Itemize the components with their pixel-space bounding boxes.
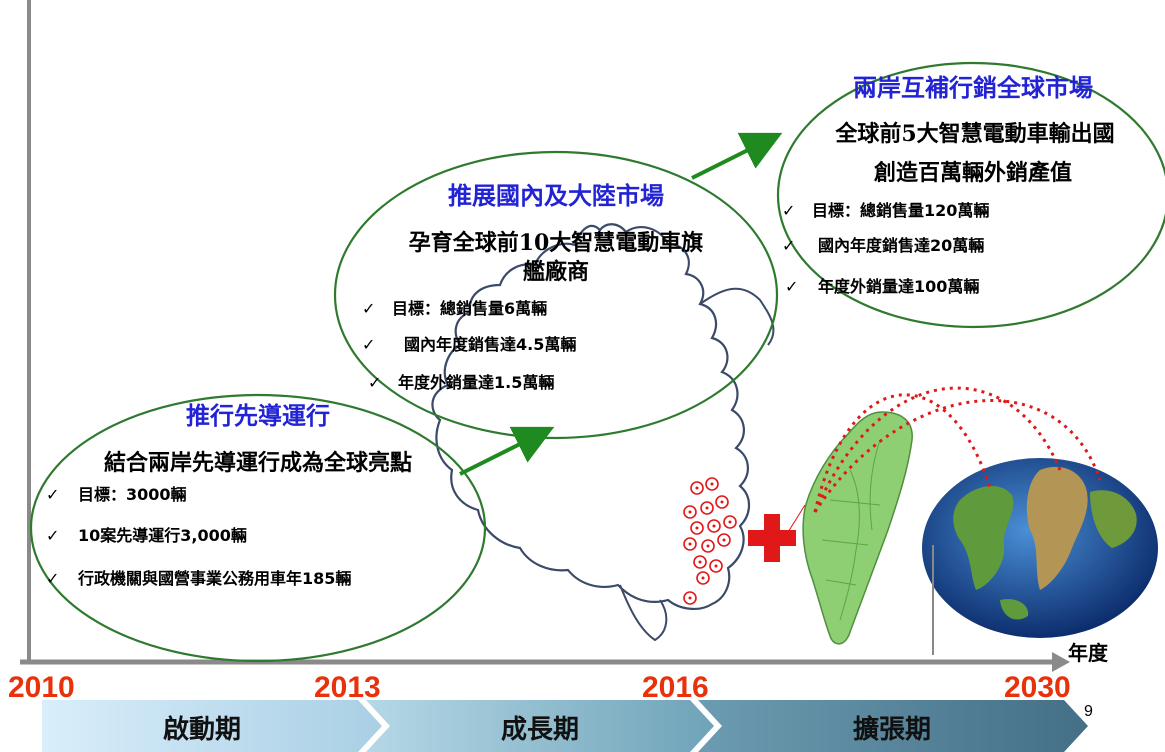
phase-band-3: [698, 700, 1088, 752]
stage-3-subtitle-line1: 全球前5大智慧電動車輸出國: [834, 121, 1114, 147]
stage-2-ellipse: [333, 150, 779, 440]
year-2030: 2030: [1004, 671, 1071, 704]
china-map-outline: [431, 223, 775, 642]
phase-band-1: [42, 700, 382, 752]
red-cross-icon: [748, 514, 796, 562]
check-mark: ✓: [362, 335, 375, 354]
year-2016: 2016: [642, 671, 709, 704]
stage-2-subtitle-line1: 孕育全球前10大智慧電動車旗: [409, 230, 704, 256]
stage-1-subtitle: 結合兩岸先導運行成為全球亮點: [104, 450, 412, 476]
stage-1-item: 目標：3000輛: [78, 485, 187, 504]
stage-2-item: 國內年度銷售達4.5萬輛: [404, 335, 576, 354]
phase-label-startup: 啟動期: [163, 715, 241, 745]
stage-2-to-3-arrow: [691, 132, 783, 180]
stage-1-ellipse: [29, 393, 487, 663]
stage-3-item: 國內年度銷售達20萬輛: [818, 236, 984, 255]
phase-bands: [42, 700, 1088, 752]
check-mark: ✓: [782, 236, 795, 255]
stage-2-item: 年度外銷量達1.5萬輛: [398, 373, 554, 392]
phase-band-2: [366, 700, 714, 752]
stage-2-title: 推展國內及大陸市場: [448, 181, 664, 210]
year-2010: 2010: [8, 671, 75, 704]
stage-3-item: 年度外銷量達100萬輛: [818, 277, 979, 296]
stage-1-item: 行政機關與國營事業公務用車年185輛: [77, 569, 351, 588]
stage-3-title: 兩岸互補行銷全球市場: [853, 73, 1093, 102]
check-mark: ✓: [362, 299, 375, 318]
check-mark: ✓: [46, 485, 59, 504]
stage-3-subtitle-line2: 創造百萬輛外銷產值: [874, 160, 1072, 186]
stage-3-ellipse: [776, 61, 1165, 329]
stage-1-to-2-arrow: [459, 426, 555, 476]
axis-arrow-head: [1052, 652, 1070, 672]
export-route-arcs: [813, 386, 1102, 513]
page-number: 9: [1084, 703, 1093, 720]
check-mark: ✓: [46, 569, 59, 588]
stage-3-item: 目標：總銷售量120萬輛: [812, 201, 989, 220]
stage-1-title: 推行先導運行: [186, 401, 330, 430]
axis-label: 年度: [1068, 641, 1109, 665]
check-mark: ✓: [368, 373, 381, 392]
check-mark: ✓: [782, 201, 795, 220]
taiwan-map: [779, 411, 913, 645]
globe-icon: [922, 458, 1158, 655]
year-2013: 2013: [314, 671, 381, 704]
stage-2-subtitle-line2: 艦廠商: [523, 259, 589, 285]
check-mark: ✓: [46, 526, 59, 545]
phase-label-growth: 成長期: [501, 715, 579, 745]
check-mark: ✓: [785, 277, 798, 296]
phase-label-expansion: 擴張期: [853, 714, 931, 745]
stage-1-item: 10案先導運行3,000輛: [78, 526, 247, 545]
stage-2-item: 目標：總銷售量6萬輛: [392, 299, 547, 318]
